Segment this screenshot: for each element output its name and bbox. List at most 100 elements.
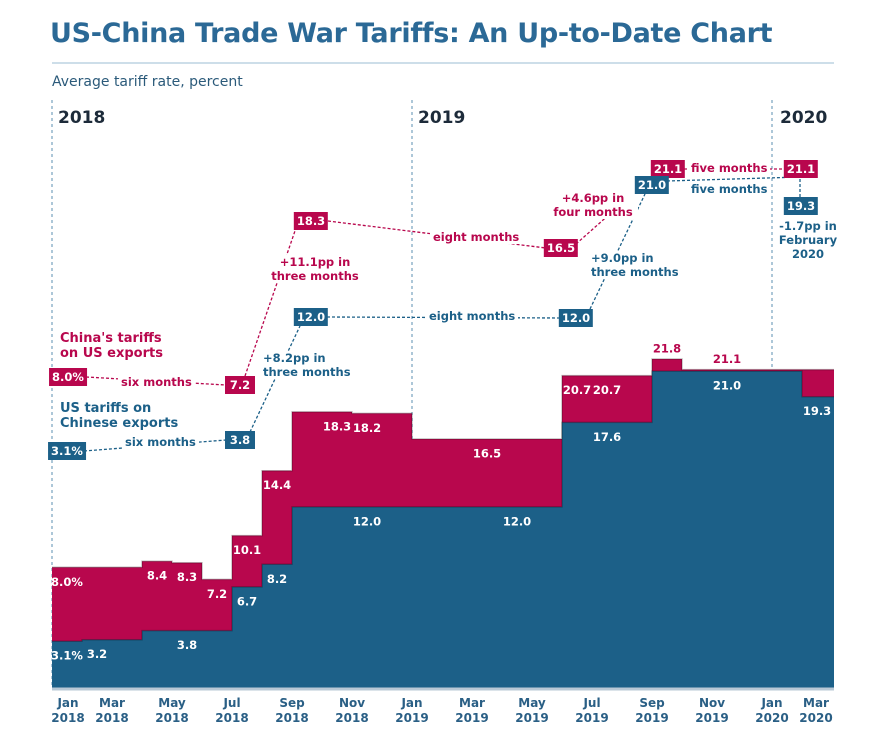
x-tick-label: Jul 2018 xyxy=(215,696,249,725)
x-tick-label: Jan 2018 xyxy=(51,696,85,725)
step-bar xyxy=(232,586,262,688)
annotation-box: 21.1 xyxy=(783,160,819,178)
value-label: 18.3 xyxy=(323,419,351,433)
value-label: 12.0 xyxy=(503,514,531,528)
x-tick-label: Jul 2019 xyxy=(575,696,609,725)
title: US-China Trade War Tariffs: An Up-to-Dat… xyxy=(50,18,773,49)
x-tick-label: May 2019 xyxy=(515,696,549,725)
annotation-box: 7.2 xyxy=(225,376,255,394)
value-label: 7.2 xyxy=(207,587,227,601)
step-bar xyxy=(352,506,382,688)
value-label: 18.2 xyxy=(353,421,381,435)
annotation-note: +9.0pp in three months xyxy=(588,251,682,279)
step-bar xyxy=(682,371,712,688)
connector xyxy=(249,325,301,433)
connector xyxy=(327,220,547,249)
step-edge xyxy=(52,358,834,581)
value-label: 8.2 xyxy=(267,572,287,586)
x-tick-label: Sep 2018 xyxy=(275,696,309,725)
step-bar xyxy=(742,371,772,688)
step-bar xyxy=(262,564,292,688)
year-label: 2019 xyxy=(418,108,466,128)
series-label: US tariffs on Chinese exports xyxy=(60,401,179,431)
annotation-note: six months xyxy=(118,375,195,389)
value-label: 8.4 xyxy=(147,569,167,583)
connector xyxy=(244,227,297,377)
annotation-box: 16.5 xyxy=(543,239,579,257)
plot: 8.0% 8.4 8.3 7.2 10.1 14.4 18.3 18.2 16.5 20.7 20.… xyxy=(51,342,834,691)
step-bar xyxy=(502,506,532,688)
x-tick-label: Nov 2019 xyxy=(695,696,729,725)
x-tick-label: Nov 2018 xyxy=(335,696,369,725)
value-label: 10.1 xyxy=(233,543,261,557)
step-bar xyxy=(172,630,202,688)
value-label: 8.0% xyxy=(51,575,83,589)
annotation-box: 8.0% xyxy=(49,368,87,386)
annotation-note: five months xyxy=(688,161,771,175)
step-bar xyxy=(142,630,172,688)
step-bar xyxy=(712,371,742,688)
x-tick-label: Mar 2020 xyxy=(799,696,833,725)
step-bar xyxy=(592,422,622,688)
step-bar xyxy=(472,506,502,688)
annotation-note: eight months xyxy=(426,309,519,323)
value-label: 6.7 xyxy=(237,594,257,608)
annotation-box: 21.1 xyxy=(650,160,686,178)
year-label: 2020 xyxy=(780,108,828,128)
annotation-box: 19.3 xyxy=(783,197,819,215)
step-bar xyxy=(772,371,802,688)
annotation-note: +8.2pp in three months xyxy=(260,351,358,379)
connector xyxy=(666,176,801,197)
year-label: 2018 xyxy=(58,108,106,128)
value-label: 20.7 xyxy=(563,383,591,397)
annotation-box: 3.8 xyxy=(225,431,255,449)
step-bar xyxy=(202,630,232,688)
series-label: China's tariffs on US exports xyxy=(60,331,163,361)
step-bar xyxy=(112,639,142,688)
value-label: 12.0 xyxy=(353,514,381,528)
x-tick-label: Jan 2020 xyxy=(755,696,789,725)
step-bar xyxy=(652,371,682,688)
annotation-box: 3.1% xyxy=(48,442,86,460)
step-bar xyxy=(622,422,652,688)
x-tick-label: Mar 2019 xyxy=(455,696,489,725)
step-bar xyxy=(832,396,834,688)
annotation-box: 12.0 xyxy=(558,309,594,327)
step-bar xyxy=(322,506,352,688)
step-bar xyxy=(532,506,562,688)
x-tick-label: Mar 2018 xyxy=(95,696,129,725)
value-label: 20.7 xyxy=(593,383,621,397)
step-bar xyxy=(412,506,442,688)
subtitle: Average tariff rate, percent xyxy=(52,74,243,90)
value-label: 8.3 xyxy=(177,570,197,584)
step-bar xyxy=(82,639,112,688)
value-label: 14.4 xyxy=(263,478,291,492)
value-label: 19.3 xyxy=(803,404,831,418)
value-label: 3.8 xyxy=(177,638,197,652)
x-tick-label: Jan 2019 xyxy=(395,696,429,725)
step-bar xyxy=(562,422,592,688)
step-bar xyxy=(382,506,412,688)
value-label: 16.5 xyxy=(473,447,501,461)
annotation-note: eight months xyxy=(430,230,523,244)
x-tick-label: Sep 2019 xyxy=(635,696,669,725)
annotation-note: six months xyxy=(122,435,199,449)
annotation-box: 18.3 xyxy=(293,212,329,230)
annotation-box: 12.0 xyxy=(293,308,329,326)
annotation-note: -1.7pp in February 2020 xyxy=(773,219,843,261)
step-bar xyxy=(52,641,82,688)
annotation-box: 21.0 xyxy=(634,176,670,194)
step-bar xyxy=(802,396,832,688)
step-bar xyxy=(442,506,472,688)
step-edge xyxy=(52,370,834,642)
value-label: 21.1 xyxy=(713,352,741,366)
value-label: 17.6 xyxy=(593,430,621,444)
value-label: 21.8 xyxy=(653,342,681,356)
value-label: 3.1% xyxy=(51,649,83,663)
step-bar xyxy=(292,506,322,688)
value-label: 3.2 xyxy=(87,647,107,661)
x-tick-label: May 2018 xyxy=(155,696,189,725)
annotation-note: +11.1pp in three months xyxy=(266,255,364,283)
